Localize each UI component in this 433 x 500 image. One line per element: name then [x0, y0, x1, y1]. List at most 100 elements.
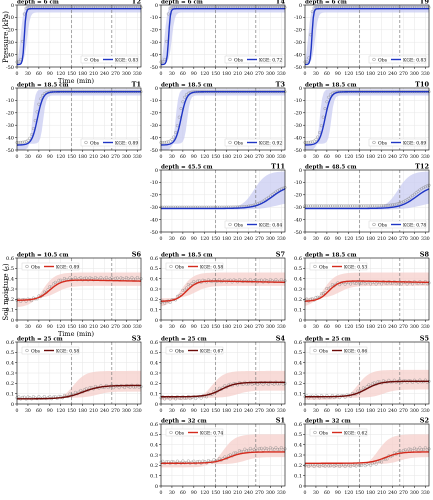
obs-point	[358, 281, 362, 285]
y-tick-label: 0.1	[294, 391, 302, 397]
x-tick-label: 300	[266, 236, 275, 242]
x-tick-label: 30	[25, 71, 31, 77]
x-tick-label: 120	[344, 236, 353, 242]
x-tick-label: 30	[169, 236, 175, 242]
y-tick-label: 0.6	[294, 422, 302, 428]
obs-point	[394, 282, 398, 286]
obs-point	[372, 381, 376, 385]
x-tick-label: 150	[211, 324, 220, 330]
y-tick-label: 0	[299, 168, 302, 174]
x-tick-label: 60	[180, 408, 186, 414]
obs-point	[323, 464, 327, 468]
uncertainty-band	[305, 171, 429, 210]
obs-point	[276, 447, 280, 451]
legend-kge-label: KGE: 0.62	[344, 430, 367, 436]
plot-frame	[304, 4, 430, 68]
obs-point	[179, 107, 183, 111]
x-tick-label: 60	[180, 236, 186, 242]
plot-frame	[16, 4, 142, 68]
simulation-line	[304, 8, 429, 66]
obs-point	[325, 204, 329, 208]
obs-point	[312, 6, 316, 10]
obs-point	[68, 276, 72, 280]
obs-point	[381, 204, 385, 208]
obs-point	[398, 449, 402, 453]
x-tick-label: 150	[67, 408, 76, 414]
uncertainty-band	[17, 5, 141, 64]
x-tick-label: 180	[222, 154, 231, 160]
panel-depth-label: depth = 32 cm	[161, 419, 207, 425]
x-tick-label: 180	[78, 154, 87, 160]
panel-title: T1	[132, 81, 141, 89]
y-tick-label: 0.5	[294, 350, 302, 356]
legend-kge-label: KGE: 0.74	[200, 430, 223, 436]
x-tick-label: 120	[200, 236, 209, 242]
obs-point	[248, 446, 252, 450]
obs-point	[84, 276, 88, 280]
legend-kge-label: KGE: 0.89	[56, 264, 79, 270]
y-tick-label: 0.4	[6, 360, 14, 366]
obs-point	[394, 202, 398, 206]
y-tick-label: -10	[6, 98, 14, 104]
y-tick-label: 0.2	[294, 297, 302, 303]
obs-point	[425, 448, 429, 452]
x-tick-label: 120	[344, 154, 353, 160]
obs-point	[166, 12, 170, 16]
obs-point	[281, 448, 285, 452]
x-tick-label: 270	[111, 154, 120, 160]
legend-obs-label: Obs	[90, 57, 100, 63]
panel-title: T2	[132, 0, 141, 6]
obs-point	[168, 139, 172, 143]
obs-point	[73, 390, 77, 394]
x-tick-label: 270	[111, 408, 120, 414]
legend-obs-marker	[228, 57, 232, 62]
x-tick-label: 300	[266, 154, 275, 160]
x-tick-label: 120	[56, 408, 65, 414]
obs-point	[392, 203, 396, 207]
legend-obs-marker	[372, 57, 376, 62]
x-tick-label: 270	[255, 490, 264, 496]
y-tick-label: -10	[6, 15, 14, 21]
x-tick-label: 30	[169, 154, 175, 160]
x-tick-label: 210	[233, 408, 242, 414]
plot-frame	[16, 87, 142, 151]
legend-obs-label: Obs	[175, 430, 185, 436]
x-tick-label: 90	[191, 236, 197, 242]
x-tick-label: 300	[266, 408, 275, 414]
obs-point	[345, 204, 349, 208]
y-tick-label: -40	[150, 52, 158, 58]
y-tick-label: 0.2	[150, 463, 158, 469]
moisture-ylabel: Soil moisture (-)	[2, 263, 10, 321]
obs-point	[316, 204, 320, 208]
y-tick-label: -30	[150, 40, 158, 46]
obs-point	[385, 457, 389, 461]
obs-point	[223, 455, 227, 459]
uncertainty-band	[161, 5, 285, 64]
y-tick-label: 0.5	[294, 266, 302, 272]
x-tick-label: 0	[160, 408, 163, 414]
obs-point	[239, 449, 243, 453]
obs-point	[170, 6, 174, 10]
obs-point	[327, 95, 331, 99]
obs-point	[256, 383, 260, 387]
obs-point	[17, 140, 21, 144]
y-tick-label: 0.4	[150, 276, 158, 282]
x-tick-label: 60	[180, 324, 186, 330]
y-tick-label: 0.5	[6, 350, 14, 356]
panel-depth-label: depth = 10.5 cm	[17, 253, 69, 259]
x-tick-label: 60	[36, 154, 42, 160]
obs-point	[336, 204, 340, 208]
x-tick-label: 30	[313, 154, 319, 160]
obs-point	[385, 282, 389, 286]
legend-obs-label: Obs	[175, 348, 185, 354]
obs-point	[161, 140, 165, 144]
y-tick-label: 0.4	[150, 360, 158, 366]
y-tick-label: 0.3	[150, 287, 158, 293]
obs-point	[319, 204, 323, 208]
obs-point	[358, 464, 362, 468]
y-tick-label: -30	[150, 205, 158, 211]
legend-obs-marker	[313, 348, 317, 353]
x-tick-label: 240	[388, 408, 397, 414]
x-tick-label: 210	[233, 324, 242, 330]
